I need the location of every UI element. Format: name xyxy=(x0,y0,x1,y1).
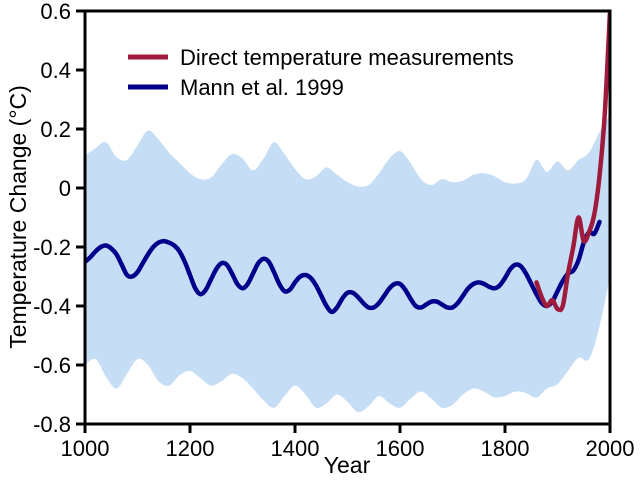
x-tick-label: 1000 xyxy=(61,436,110,461)
plot-frame xyxy=(83,9,612,426)
x-axis-title: Year xyxy=(324,452,371,478)
legend-label-direct-measurements: Direct temperature measurements xyxy=(180,45,514,70)
chart-legend: Direct temperature measurements Mann et … xyxy=(128,45,514,100)
y-tick-label: -0.6 xyxy=(33,353,71,378)
x-tick-label: 1800 xyxy=(481,436,530,461)
left-mask xyxy=(0,0,85,480)
y-axis-tick-labels: 0.6 0.4 0.2 0 -0.2 -0.4 -0.6 -0.8 xyxy=(33,0,71,437)
y-tick-label: 0 xyxy=(59,176,71,201)
y-tick-label: -0.8 xyxy=(33,412,71,437)
y-tick-label: 0.2 xyxy=(40,117,71,142)
x-axis-tick-labels: 1000 1200 1400 1600 1800 2000 xyxy=(61,436,635,461)
x-axis-ticks xyxy=(83,424,612,433)
x-tick-label: 2000 xyxy=(586,436,635,461)
x-tick-label: 1200 xyxy=(166,436,215,461)
bottom-mask xyxy=(0,425,640,480)
uncertainty-band xyxy=(85,114,610,413)
y-tick-label: -0.4 xyxy=(33,294,71,319)
x-tick-label: 1400 xyxy=(271,436,320,461)
y-tick-label: 0.4 xyxy=(40,58,71,83)
legend-label-mann-1999: Mann et al. 1999 xyxy=(180,75,344,100)
y-axis-title: Temperature Change (°C) xyxy=(5,85,31,349)
series-line-direct-measurements xyxy=(534,8,613,313)
right-mask xyxy=(611,0,640,480)
x-tick-label: 1600 xyxy=(376,436,425,461)
y-tick-label: 0.6 xyxy=(40,0,71,24)
y-tick-label: -0.2 xyxy=(33,235,71,260)
top-mask xyxy=(0,0,640,11)
series-line-mann-1999 xyxy=(82,219,602,315)
